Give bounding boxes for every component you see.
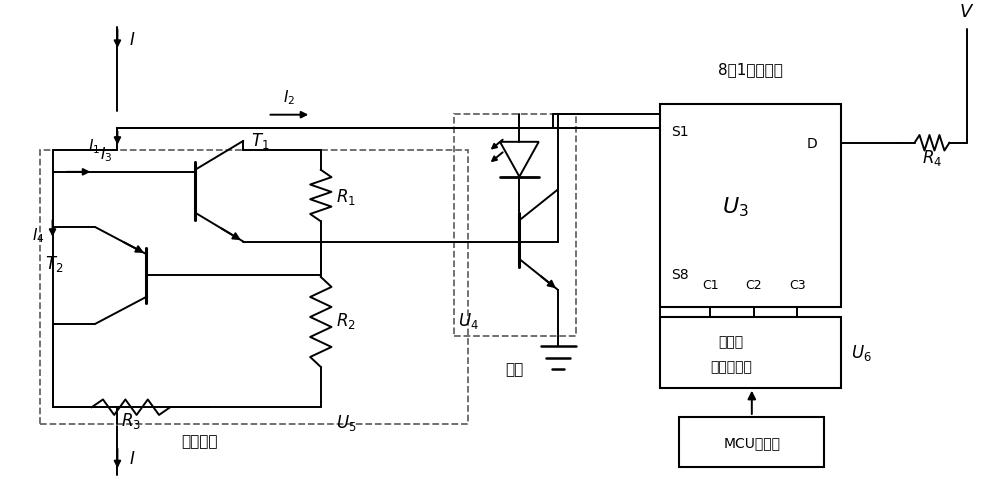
- Text: $U_6$: $U_6$: [851, 343, 871, 363]
- Text: C2: C2: [745, 279, 762, 291]
- Text: C3: C3: [789, 279, 806, 291]
- Bar: [679, 417, 824, 468]
- Text: 三态缓冲器: 三态缓冲器: [710, 359, 752, 373]
- Text: 达林顿管: 达林顿管: [182, 433, 218, 448]
- Text: $U_5$: $U_5$: [336, 412, 357, 432]
- Text: $U_4$: $U_4$: [458, 310, 479, 330]
- Bar: [660, 105, 841, 308]
- Text: $I_4$: $I_4$: [32, 226, 45, 244]
- Text: $I_1$: $I_1$: [88, 137, 100, 156]
- Text: S1: S1: [671, 125, 689, 139]
- Text: $T_1$: $T_1$: [251, 130, 270, 150]
- Text: $T_2$: $T_2$: [45, 253, 63, 273]
- Text: 光耦: 光耦: [505, 362, 524, 377]
- Text: $R_4$: $R_4$: [922, 148, 942, 168]
- Text: $V$: $V$: [959, 3, 975, 20]
- Bar: [660, 318, 841, 388]
- Text: $U_3$: $U_3$: [722, 195, 749, 218]
- Polygon shape: [500, 142, 539, 177]
- Text: MCU控制器: MCU控制器: [723, 435, 780, 449]
- Text: $R_2$: $R_2$: [336, 310, 356, 330]
- Bar: [454, 115, 576, 337]
- Text: $I_3$: $I_3$: [100, 145, 112, 163]
- Text: D: D: [806, 137, 817, 150]
- Text: 8选1模拟开关: 8选1模拟开关: [718, 62, 783, 77]
- Text: $R_1$: $R_1$: [336, 186, 356, 206]
- Text: 四同相: 四同相: [718, 334, 744, 348]
- Bar: [40, 150, 468, 424]
- Text: S8: S8: [671, 267, 689, 281]
- Text: $I_2$: $I_2$: [283, 88, 295, 106]
- Text: C1: C1: [702, 279, 718, 291]
- Text: $I$: $I$: [129, 31, 136, 49]
- Text: $I$: $I$: [129, 448, 136, 467]
- Text: $R_3$: $R_3$: [121, 410, 141, 430]
